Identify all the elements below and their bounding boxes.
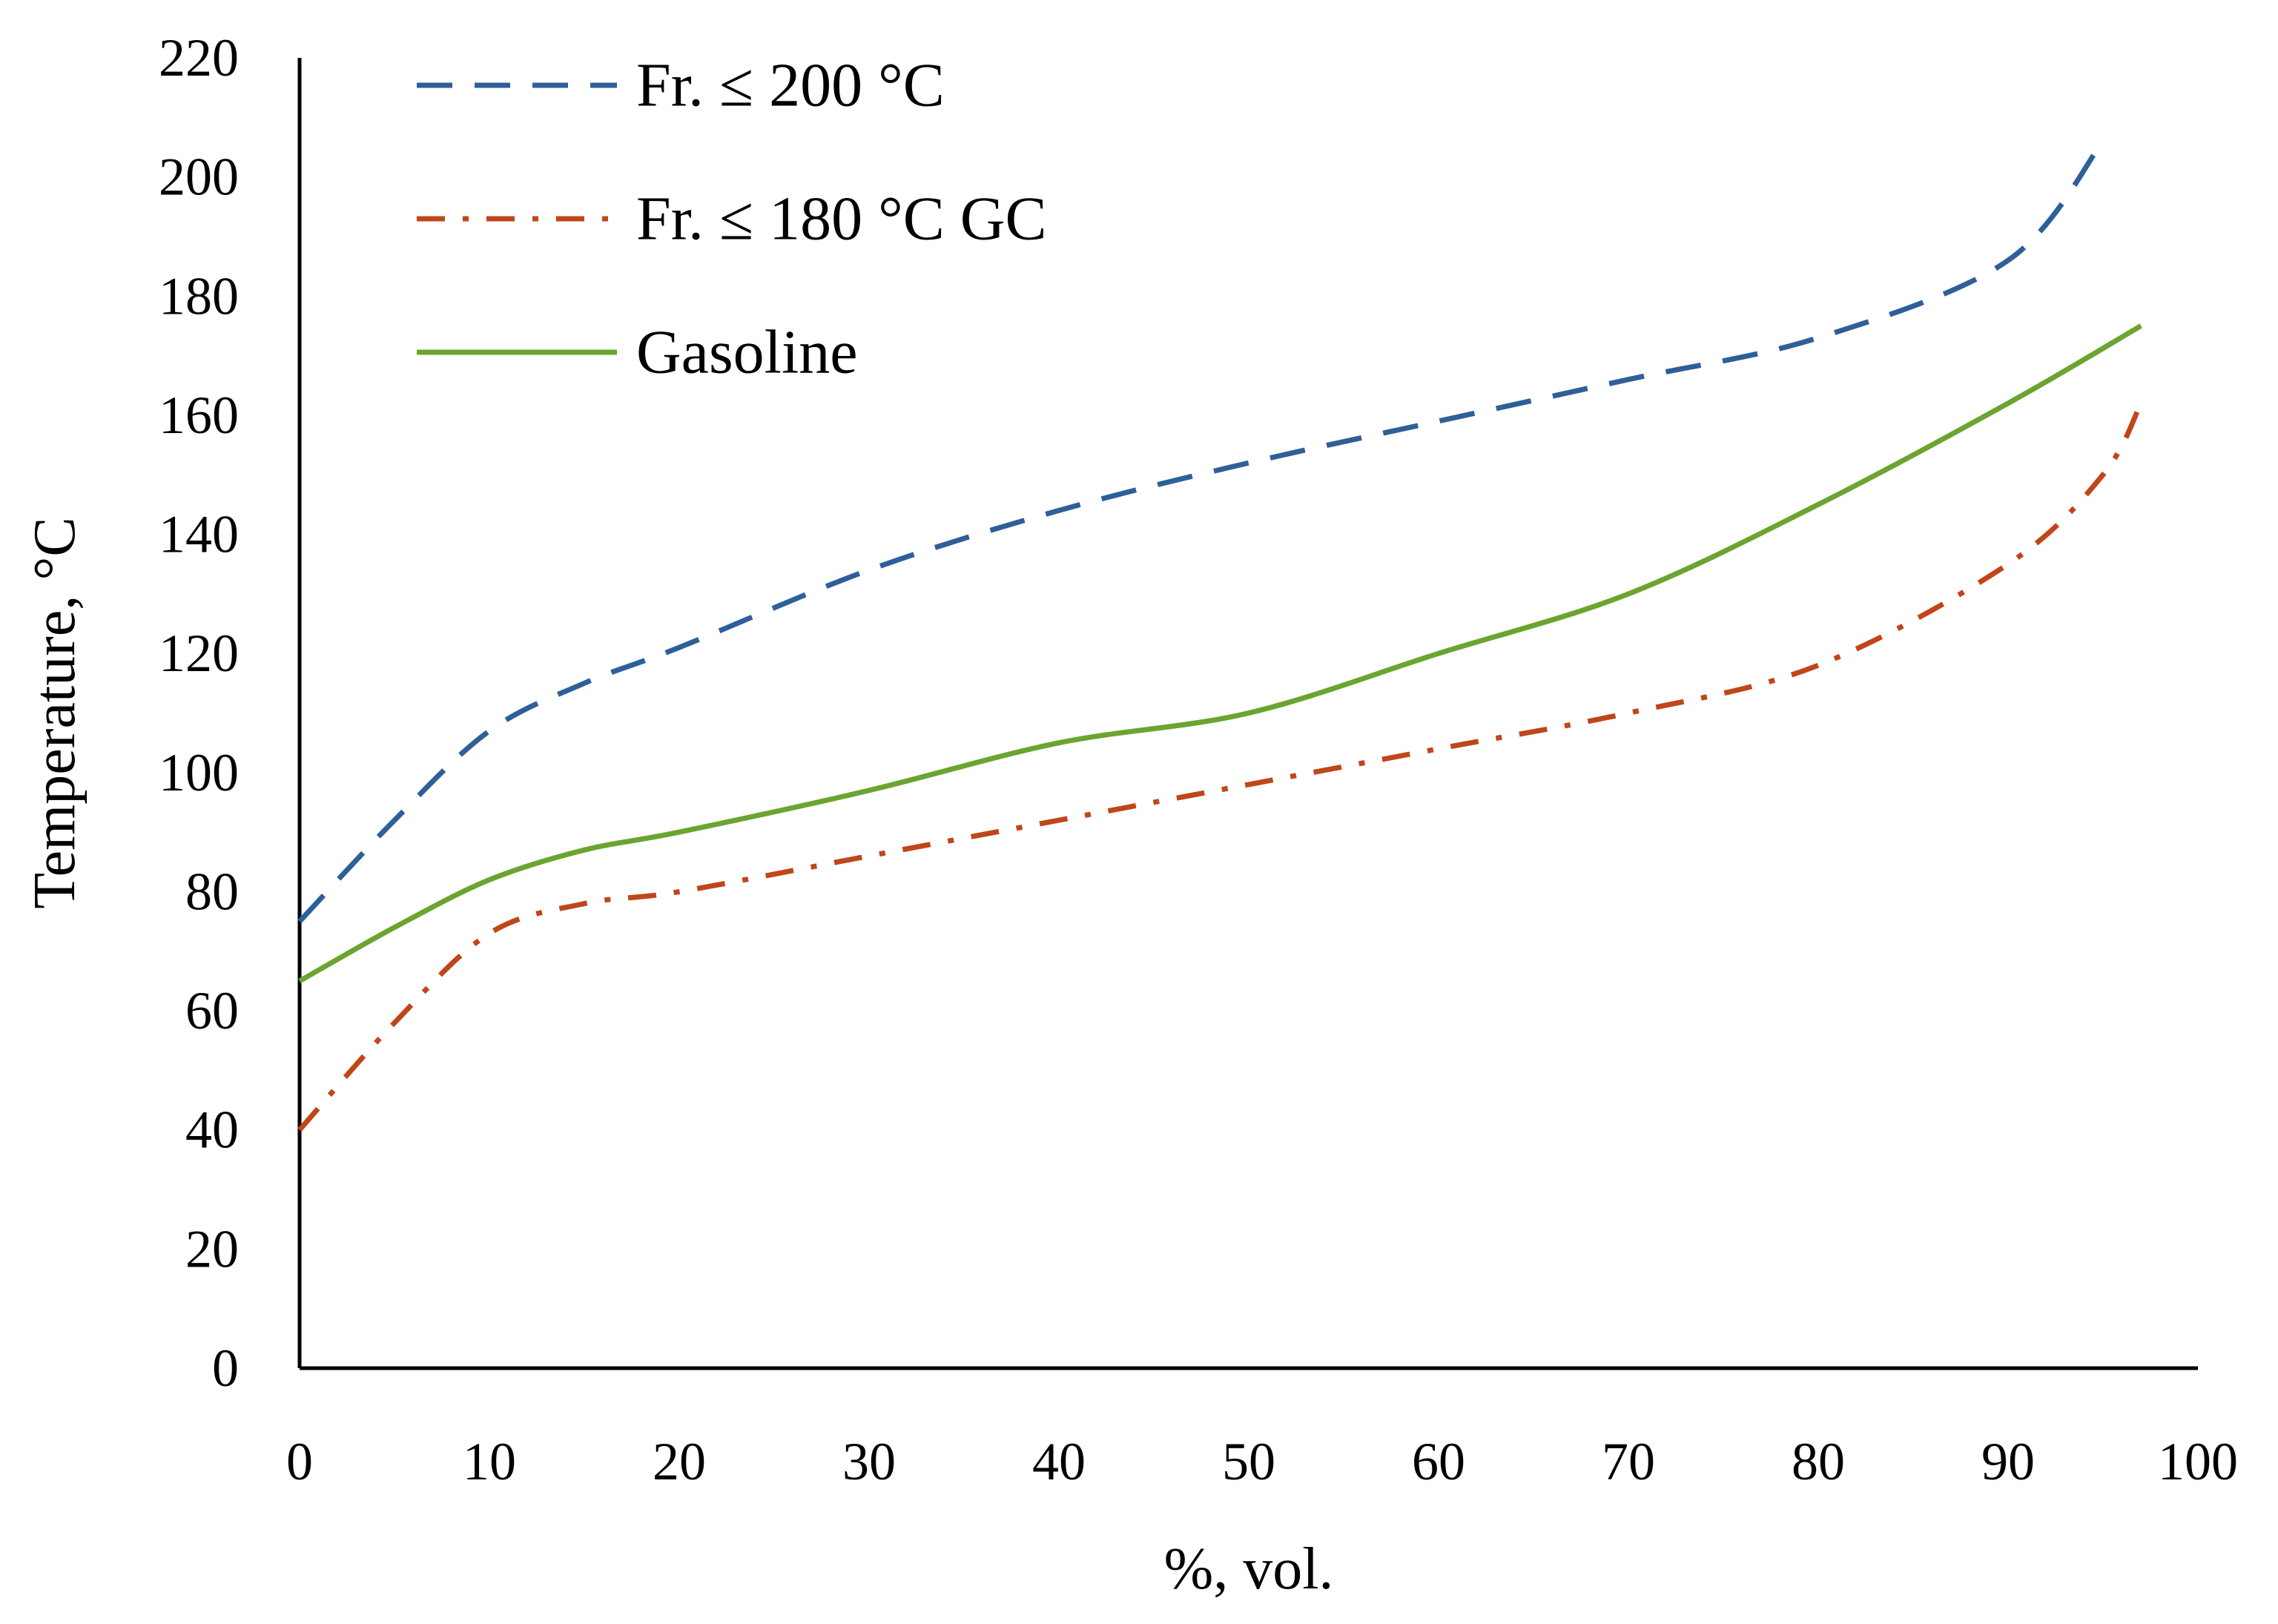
y-tick-label: 220 — [159, 28, 239, 88]
y-tick-label: 20 — [185, 1219, 239, 1278]
series-line-2 — [297, 402, 2144, 1132]
y-tick-label: 60 — [185, 981, 239, 1040]
x-tick-label: 60 — [1412, 1432, 1465, 1491]
series-line-3 — [298, 323, 2142, 983]
x-tick-label: 50 — [1222, 1432, 1275, 1491]
y-tick-label: 0 — [212, 1339, 239, 1398]
legend-label-3: Gasoline — [636, 318, 858, 387]
legend-label-2: Fr. ≤ 180 °C GC — [636, 185, 1046, 254]
x-tick-label: 20 — [653, 1432, 706, 1491]
y-tick-label: 180 — [159, 266, 239, 326]
x-axis-title: %, vol. — [1164, 1536, 1334, 1602]
axes — [297, 58, 2198, 1370]
x-tick-label: 0 — [286, 1432, 313, 1491]
series-lines — [297, 139, 2144, 1132]
x-tick-label: 30 — [842, 1432, 896, 1491]
series-line-1 — [297, 139, 2105, 923]
x-tick-label: 80 — [1792, 1432, 1845, 1491]
y-tick-label: 120 — [159, 624, 239, 683]
y-tick-label: 140 — [159, 505, 239, 564]
y-tick-label: 80 — [185, 862, 239, 921]
x-tick-label: 70 — [1602, 1432, 1655, 1491]
x-tick-labels: 0 10 20 30 40 50 60 70 80 90 100 — [286, 1432, 2238, 1491]
y-tick-labels: 0 20 40 60 80 100 120 140 160 180 200 220 — [159, 28, 239, 1398]
y-tick-label: 40 — [185, 1100, 239, 1160]
x-tick-label: 90 — [1981, 1432, 2035, 1491]
legend-label-1: Fr. ≤ 200 °C — [636, 51, 945, 120]
y-tick-label: 200 — [159, 148, 239, 207]
y-axis-title: Temperature, °C — [22, 517, 88, 908]
legend: Fr. ≤ 200 °C Fr. ≤ 180 °C GC Gasoline — [417, 51, 1046, 387]
y-tick-label: 100 — [159, 743, 239, 802]
x-tick-label: 10 — [463, 1432, 516, 1491]
x-tick-label: 40 — [1032, 1432, 1086, 1491]
y-tick-label: 160 — [159, 386, 239, 445]
x-tick-label: 100 — [2158, 1432, 2238, 1491]
